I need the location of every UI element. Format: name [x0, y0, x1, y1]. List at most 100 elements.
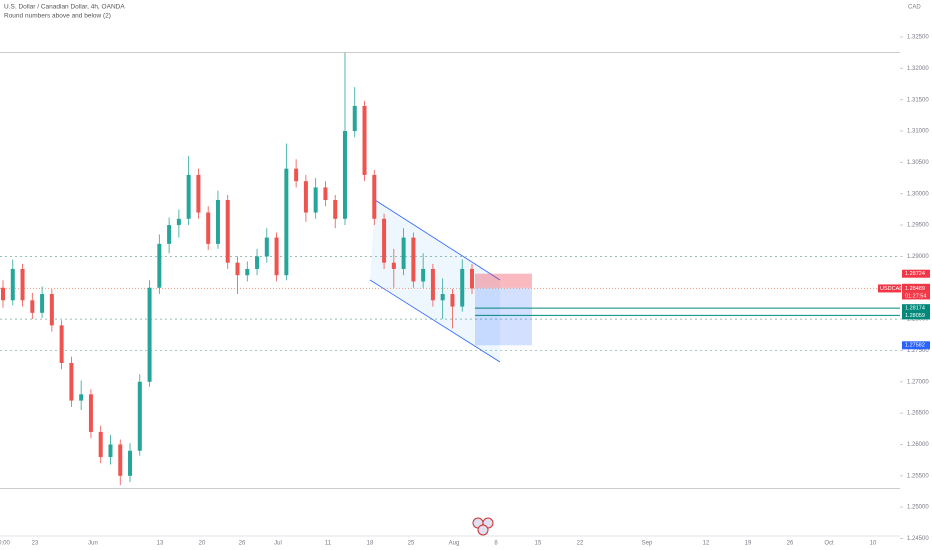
candle-body [215, 199, 220, 244]
event-flag[interactable] [477, 524, 489, 536]
y-tick-label: 1.28000 [907, 317, 929, 323]
candle-body [470, 268, 474, 289]
candle-body [79, 394, 84, 401]
x-tick-label: 23 [32, 541, 39, 547]
y-tick-label: 1.30000 [907, 191, 929, 197]
candle-body [20, 268, 25, 301]
y-tick-label: 1.30500 [907, 160, 929, 166]
y-tick-label: 1.31000 [907, 129, 929, 135]
x-tick-label: 19 [745, 541, 752, 547]
candle-body [303, 181, 308, 213]
candle-body [137, 381, 142, 451]
y-tick-label: 1.25500 [907, 473, 929, 479]
last-price: 1.28489 [905, 286, 925, 292]
candle-body [167, 225, 172, 244]
y-tick-label: 1.32000 [907, 66, 929, 72]
candle-body [98, 431, 103, 458]
target-price-bg [902, 341, 930, 350]
candle-body [225, 199, 230, 263]
x-tick-label: Jun [88, 541, 98, 547]
candle-body [108, 444, 113, 458]
x-tick-label: 13 [157, 541, 164, 547]
y-tick-label: 1.31500 [907, 97, 929, 103]
target-zone [475, 287, 532, 346]
candle-body [313, 187, 318, 213]
x-tick-label: 0:00 [0, 541, 10, 547]
currency: CAD [908, 5, 921, 11]
candle-body [333, 199, 338, 219]
candle-body [128, 450, 133, 476]
y-tick-label: 1.26500 [907, 411, 929, 417]
y-tick-label: 1.27500 [907, 348, 929, 354]
x-tick-label: 26 [787, 541, 794, 547]
candle-body [450, 294, 455, 307]
candle-body [460, 268, 465, 307]
candle-body [1, 287, 5, 301]
indicator-name: Round numbers above and below (2) [4, 13, 111, 20]
x-tick-label: 11 [325, 541, 332, 547]
x-tick-label: 8 [494, 541, 498, 547]
candle-body [255, 256, 260, 269]
candle-body [10, 268, 15, 301]
countdown: 01:27:54 [905, 293, 926, 299]
y-tick-label: 1.26000 [907, 442, 929, 448]
candle-body [294, 168, 299, 182]
x-tick-label: 18 [367, 541, 374, 547]
candle-body [401, 237, 406, 269]
candle-body [264, 237, 269, 257]
line-price: 1.28174 [905, 306, 925, 312]
line-price: 1.28059 [905, 313, 925, 319]
x-tick-label: Sep [642, 541, 653, 547]
y-tick-label: 1.27000 [907, 379, 929, 385]
candle-body [411, 237, 416, 282]
candle-body [323, 187, 328, 200]
y-tick-label: 1.29500 [907, 223, 929, 229]
candle-body [382, 218, 387, 263]
candle-body [342, 131, 347, 219]
candle-body [206, 212, 211, 244]
countdown-bg [902, 292, 930, 300]
candle-body [147, 287, 152, 382]
candle-body [362, 105, 367, 175]
candle-body [440, 294, 445, 301]
candle-body [235, 262, 240, 276]
x-tick-label: 10 [870, 541, 877, 547]
candle-body [69, 362, 74, 401]
events[interactable] [472, 517, 494, 536]
x-tick-label: Jul [274, 541, 282, 547]
candle-body [88, 394, 93, 432]
last-price-bg [902, 284, 930, 293]
candle-body [157, 243, 162, 288]
y-tick-label: 1.29000 [907, 254, 929, 260]
candle-body [352, 105, 357, 132]
stop-price: 1.28724 [905, 271, 925, 277]
candle-body [421, 268, 426, 282]
x-tick-label: 25 [408, 541, 415, 547]
candle-body [274, 237, 279, 276]
x-tick-label: 26 [239, 541, 246, 547]
channel-line [374, 199, 501, 281]
x-tick-label: 12 [703, 541, 710, 547]
candle-body [176, 218, 181, 226]
candle-body [40, 294, 45, 313]
candle-body [59, 325, 64, 363]
candle-body [391, 262, 396, 269]
y-tick-label: 1.24500 [907, 536, 929, 542]
x-tick-label: Oct [824, 541, 834, 547]
x-tick-label: Aug [449, 541, 460, 547]
candle-body [430, 268, 435, 301]
candle-body [372, 174, 377, 219]
x-tick-label: 20 [199, 541, 206, 547]
y-tick-label: 1.32500 [907, 35, 929, 41]
x-tick-label: 15 [535, 541, 542, 547]
channel-line [369, 279, 501, 363]
symbol-tag-bg [878, 284, 901, 293]
stop-zone [475, 273, 532, 288]
stop-price-bg [902, 269, 930, 278]
candle-body [186, 174, 191, 219]
x-tick-label: 22 [577, 541, 584, 547]
candle-body [30, 300, 35, 313]
symbol-title: U.S. Dollar / Canadian Dollar, 4h, OANDA [4, 4, 125, 11]
symbol-tag: USDCAD [880, 286, 903, 292]
